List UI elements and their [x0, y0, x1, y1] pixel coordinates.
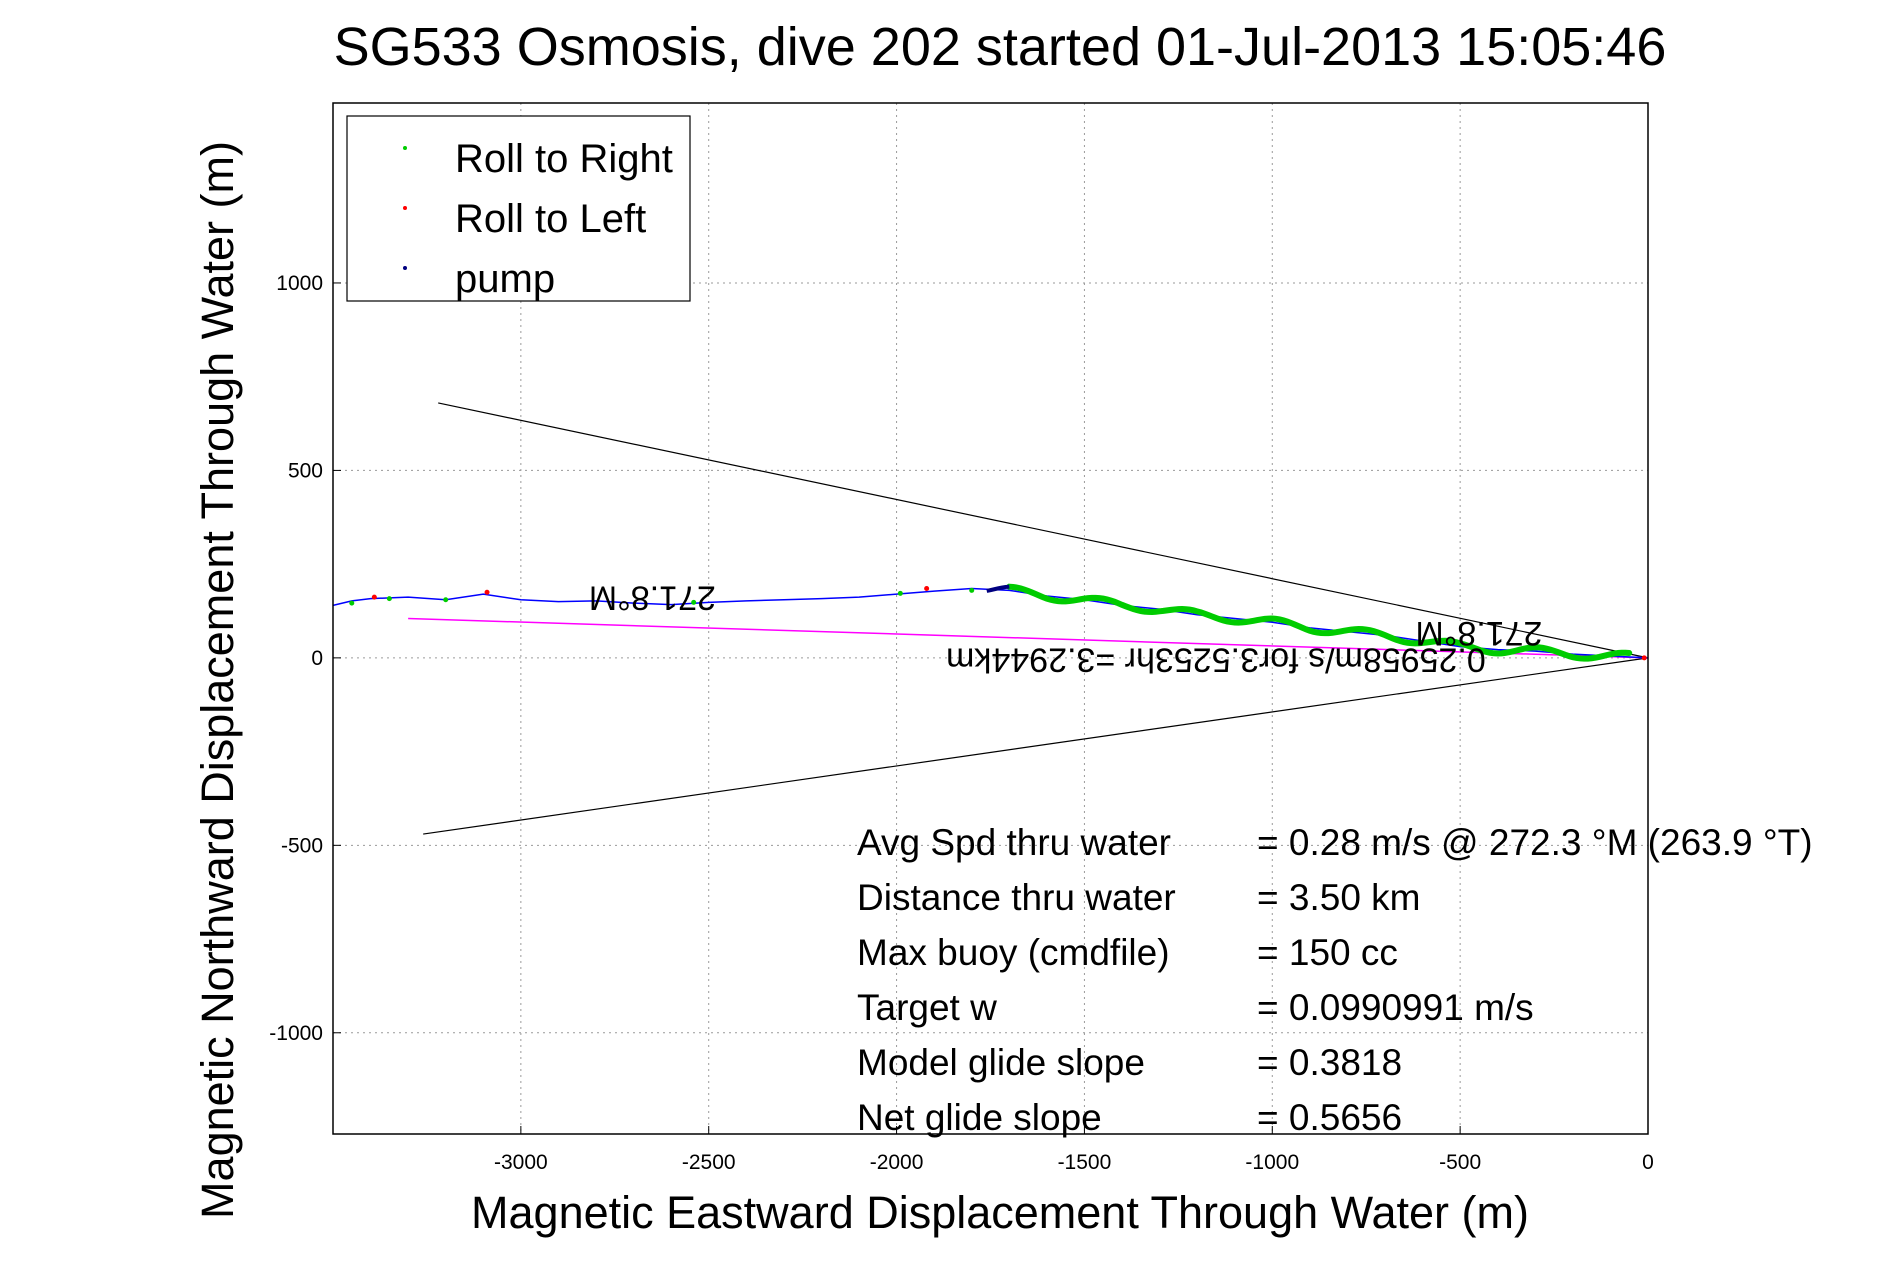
- legend-label: Roll to Right: [455, 137, 673, 181]
- roll-left-marker: [484, 589, 490, 595]
- roll-right-marker: [443, 597, 449, 603]
- legend-marker: [403, 206, 407, 210]
- roll-left-marker: [371, 594, 377, 600]
- roll-left-marker: [924, 586, 930, 592]
- stat-label: Model glide slope: [857, 1042, 1145, 1083]
- legend-marker: [403, 146, 407, 150]
- stat-label: Max buoy (cmdfile): [857, 932, 1170, 973]
- x-tick-label: -3000: [494, 1151, 548, 1174]
- x-tick-label: 0: [1642, 1151, 1654, 1174]
- stat-value: = 150 cc: [1257, 932, 1398, 973]
- y-tick-label: -1000: [269, 1022, 323, 1045]
- chart-title: SG533 Osmosis, dive 202 started 01-Jul-2…: [334, 17, 1667, 77]
- roll-right-segment: [1006, 583, 1633, 662]
- rotated-label: 271.8°M: [589, 579, 716, 617]
- x-axis-label: Magnetic Eastward Displacement Through W…: [471, 1187, 1529, 1238]
- roll-right-marker: [969, 587, 975, 593]
- tick-labels: -3000 -2500 -2000 -1500 -1000 -500 0 -1000 -500 0…: [269, 272, 1654, 1174]
- current-line: [408, 617, 1649, 659]
- x-tick-label: -2500: [682, 1151, 736, 1174]
- stat-value: = 0.0990991 m/s: [1257, 987, 1534, 1028]
- stat-label: Net glide slope: [857, 1097, 1102, 1138]
- y-axis-label: Magnetic Northward Displacement Through …: [192, 141, 243, 1219]
- stat-label: Distance thru water: [857, 877, 1176, 918]
- y-tick-label: 0: [311, 647, 323, 670]
- stat-label: Target w: [857, 987, 997, 1028]
- roll-left-marker: [1641, 655, 1647, 661]
- stat-label: Avg Spd thru water: [857, 822, 1171, 863]
- x-tick-label: -500: [1439, 1151, 1481, 1174]
- track-line: [332, 587, 1649, 659]
- roll-right-marker: [386, 596, 392, 602]
- legend-marker: [403, 266, 407, 270]
- stats-annotation: Avg Spd thru water = 0.28 m/s @ 272.3 °M …: [857, 822, 1813, 1138]
- x-tick-label: -1000: [1245, 1151, 1299, 1174]
- legend: Roll to Right Roll to Left pump: [346, 115, 691, 302]
- x-tick-label: -1500: [1058, 1151, 1112, 1174]
- roll-right-marker: [691, 599, 697, 605]
- plot-markers: [349, 586, 1647, 661]
- roll-right-marker: [897, 590, 903, 596]
- stat-value: = 0.5656: [1257, 1097, 1402, 1138]
- rotated-label: 0.25958m/s for3.5253hr =3.2944km: [946, 640, 1486, 678]
- pump-segment: [986, 584, 1010, 593]
- y-tick-label: 500: [288, 459, 323, 482]
- legend-label: pump: [455, 257, 555, 301]
- y-tick-label: -500: [281, 834, 323, 857]
- plot-lines: [332, 402, 1649, 835]
- envelope-line: [423, 657, 1649, 835]
- envelope-line: [438, 402, 1649, 659]
- stat-value: = 3.50 km: [1257, 877, 1421, 918]
- stat-value: = 0.3818: [1257, 1042, 1402, 1083]
- roll-right-marker: [349, 600, 355, 606]
- y-tick-label: 1000: [276, 272, 323, 295]
- legend-label: Roll to Left: [455, 197, 646, 241]
- plot-frame: [332, 102, 1649, 1135]
- stat-value: = 0.28 m/s @ 272.3 °M (263.9 °T): [1257, 822, 1813, 863]
- rotated-label: 271.8°M: [1415, 614, 1542, 652]
- x-tick-label: -2000: [870, 1151, 924, 1174]
